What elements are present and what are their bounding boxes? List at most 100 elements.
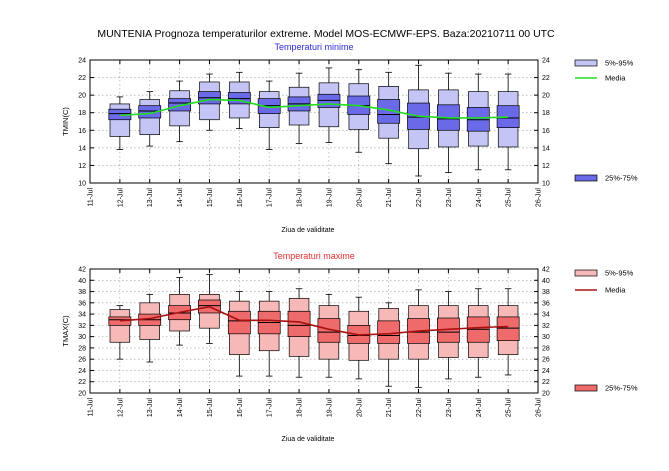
x-tick-label: 17-Jul: [267, 188, 274, 208]
y-tick-label-right: 22: [542, 75, 550, 82]
y-tick-label-right: 20: [542, 93, 550, 100]
x-tick-label: 14-Jul: [177, 188, 184, 208]
x-tick-label: 20-Jul: [356, 188, 363, 208]
x-tick-label: 22-Jul: [416, 398, 423, 418]
y-tick-label-left: 16: [78, 128, 86, 135]
box-25-75: [138, 105, 162, 119]
y-tick-label-left: 18: [78, 110, 86, 117]
mean-line: [119, 305, 509, 336]
box-group: [407, 64, 430, 177]
y-tick-label-left: 40: [78, 278, 86, 285]
box-group: [466, 73, 490, 171]
panel-title: Temperaturi minime: [274, 42, 353, 52]
x-tick-label: 19-Jul: [326, 398, 333, 418]
box-group: [436, 72, 460, 173]
tmin-panel: Temperaturi minime 10 10 12 12 14 14 16 16 18 18 20…: [61, 42, 638, 234]
x-tick-label: 26-Jul: [536, 398, 543, 418]
legend-label: Media: [605, 74, 626, 83]
y-tick-label-right: 24: [542, 58, 550, 65]
box-5-95: [109, 309, 131, 343]
x-tick-label: 11-Jul: [88, 188, 95, 207]
legend-label: Media: [605, 286, 626, 295]
y-tick-label-right: 38: [542, 289, 550, 296]
box-group: [168, 80, 192, 143]
x-tick-label: 21-Jul: [386, 188, 393, 208]
y-tick-label-right: 22: [542, 379, 550, 386]
x-tick-label: 23-Jul: [446, 188, 453, 208]
legend: 5%-95% Media 25%-75%: [574, 269, 638, 393]
box-group: [436, 291, 460, 380]
box-25-75: [227, 310, 251, 335]
box-25-75: [377, 99, 401, 124]
box-group: [257, 80, 281, 151]
legend-label: 25%-75%: [605, 174, 638, 183]
y-tick-label-left: 32: [78, 323, 86, 330]
box-25-75: [496, 316, 520, 341]
y-tick-label-right: 16: [542, 128, 550, 135]
legend-label: 25%-75%: [605, 384, 638, 393]
y-tick-label-right: 26: [542, 357, 550, 364]
box-group: [168, 277, 192, 346]
y-tick-label-right: 28: [542, 345, 550, 352]
box-group: [257, 291, 281, 377]
box-group: [466, 288, 490, 378]
box-group: [496, 288, 520, 376]
box-group: [287, 288, 311, 378]
y-tick-label-left: 26: [78, 357, 86, 364]
legend-label: 5%-95%: [605, 59, 634, 68]
y-tick-label-right: 30: [542, 334, 550, 341]
box-group: [377, 71, 401, 165]
x-tick-label: 15-Jul: [207, 398, 214, 418]
y-tick-label-left: 42: [78, 267, 86, 274]
y-tick-label-left: 10: [78, 181, 86, 188]
mean-line: [119, 98, 509, 119]
tmax-panel: Temperaturi maxime 20 20 22 22 24 24 26 26 28 28 30…: [61, 251, 638, 443]
x-tick-label: 15-Jul: [207, 188, 214, 208]
x-tick-label: 11-Jul: [88, 398, 95, 417]
y-tick-label-right: 32: [542, 323, 550, 330]
x-tick-label: 12-Jul: [117, 188, 124, 208]
x-tick-label: 13-Jul: [147, 398, 154, 418]
y-tick-label-left: 30: [78, 334, 86, 341]
y-tick-label-right: 18: [542, 110, 550, 117]
y-axis-label: TMAX(C): [61, 315, 70, 347]
y-tick-label-left: 34: [78, 312, 86, 319]
x-tick-label: 24-Jul: [476, 188, 483, 208]
x-tick-label: 14-Jul: [177, 398, 184, 418]
y-tick-label-left: 20: [78, 93, 86, 100]
y-tick-label-left: 24: [78, 58, 86, 65]
y-tick-label-right: 40: [542, 278, 550, 285]
legend-swatch-outer: [574, 269, 598, 277]
box-group: [227, 291, 251, 377]
x-tick-label: 25-Jul: [506, 188, 513, 208]
legend: 5%-95% Media 25%-75%: [574, 59, 638, 183]
panel-title: Temperaturi maxime: [273, 251, 355, 261]
box-group: [347, 69, 371, 153]
y-tick-label-right: 12: [542, 163, 550, 170]
x-tick-label: 26-Jul: [536, 188, 543, 208]
x-tick-label: 19-Jul: [326, 188, 333, 208]
y-tick-label-left: 20: [78, 391, 86, 398]
y-tick-label-right: 14: [542, 145, 550, 152]
x-tick-label: 21-Jul: [386, 398, 393, 418]
box-group: [287, 72, 311, 144]
box-group: [138, 293, 162, 363]
y-tick-label-left: 38: [78, 289, 86, 296]
box-group: [496, 73, 520, 171]
y-tick-label-right: 36: [542, 300, 550, 307]
box-25-75: [108, 316, 132, 326]
y-tick-label-left: 22: [78, 379, 86, 386]
box-5-95: [109, 103, 131, 137]
x-tick-label: 17-Jul: [267, 398, 274, 418]
y-axis-label: TMIN(C): [61, 107, 70, 136]
y-tick-label-right: 24: [542, 368, 550, 375]
y-tick-label-left: 22: [78, 75, 86, 82]
main-title: MUNTENIA Prognoza temperaturilor extreme…: [97, 28, 555, 40]
x-tick-label: 18-Jul: [297, 188, 304, 208]
y-tick-label-left: 12: [78, 163, 86, 170]
x-axis-label: Ziua de validitate: [282, 227, 335, 234]
x-tick-label: 18-Jul: [297, 398, 304, 418]
box-group: [317, 293, 341, 378]
y-tick-label-left: 24: [78, 368, 86, 375]
